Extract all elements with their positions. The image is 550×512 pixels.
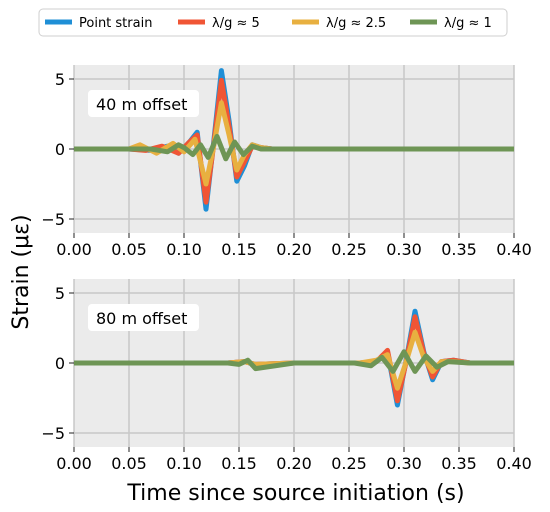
panel-2: 0.00 0.05 0.10 0.15 0.20 0.25 0.30 0.35 0.40 5 0 −5… — [41, 279, 532, 473]
y-tick-label: 5 — [55, 284, 65, 303]
x-tick-label: 0.10 — [166, 454, 202, 473]
x-tick-label: 0.25 — [331, 240, 367, 259]
x-tick-label: 0.05 — [111, 240, 147, 259]
x-tick-label: 0.15 — [221, 240, 257, 259]
x-tick-label: 0.40 — [496, 454, 532, 473]
x-tick-label: 0.00 — [56, 240, 92, 259]
y-tick-label: −5 — [41, 210, 65, 229]
legend: Point strain λ/g ≈ 5 λ/g ≈ 2.5 λ/g ≈ 1 — [38, 8, 508, 37]
annotation-text: 40 m offset — [96, 95, 187, 114]
x-tick-label: 0.20 — [276, 240, 312, 259]
legend-label: λ/g ≈ 1 — [444, 16, 492, 31]
annotation-text: 80 m offset — [96, 309, 187, 328]
series-line — [74, 133, 514, 162]
legend-label: Point strain — [79, 16, 152, 31]
annotation-box — [88, 304, 199, 331]
x-tick-label: 0.35 — [441, 240, 477, 259]
x-tick-label: 0.05 — [111, 454, 147, 473]
series-group — [74, 308, 514, 408]
x-tick-label: 0.25 — [331, 454, 367, 473]
series-line — [74, 349, 514, 374]
legend-label: λ/g ≈ 2.5 — [326, 16, 386, 31]
y-tick-label: 5 — [55, 70, 65, 89]
y-axis-label: Strain (με) — [9, 214, 34, 329]
legend-frame — [38, 8, 508, 37]
x-tick-label: 0.20 — [276, 454, 312, 473]
legend-label: λ/g ≈ 5 — [212, 16, 260, 31]
x-tick-label: 0.35 — [441, 454, 477, 473]
series-group — [74, 68, 514, 212]
x-tick-label: 0.30 — [386, 240, 422, 259]
panel-1: 0.00 0.05 0.10 0.15 0.20 0.25 0.30 0.35 0.40 5 0 −5… — [41, 65, 532, 259]
x-axis-label: Time since source initiation (s) — [126, 481, 464, 506]
x-tick-label: 0.30 — [386, 454, 422, 473]
annotation-box — [88, 90, 199, 117]
y-tick-label: −5 — [41, 424, 65, 443]
y-tick-label: 0 — [55, 354, 65, 373]
x-tick-label: 0.40 — [496, 240, 532, 259]
offset-annotation: 40 m offset — [88, 90, 199, 117]
x-tick-label: 0.15 — [221, 454, 257, 473]
y-tick-label: 0 — [55, 140, 65, 159]
x-tick-label: 0.00 — [56, 454, 92, 473]
offset-annotation: 80 m offset — [88, 304, 199, 331]
x-tick-label: 0.10 — [166, 240, 202, 259]
